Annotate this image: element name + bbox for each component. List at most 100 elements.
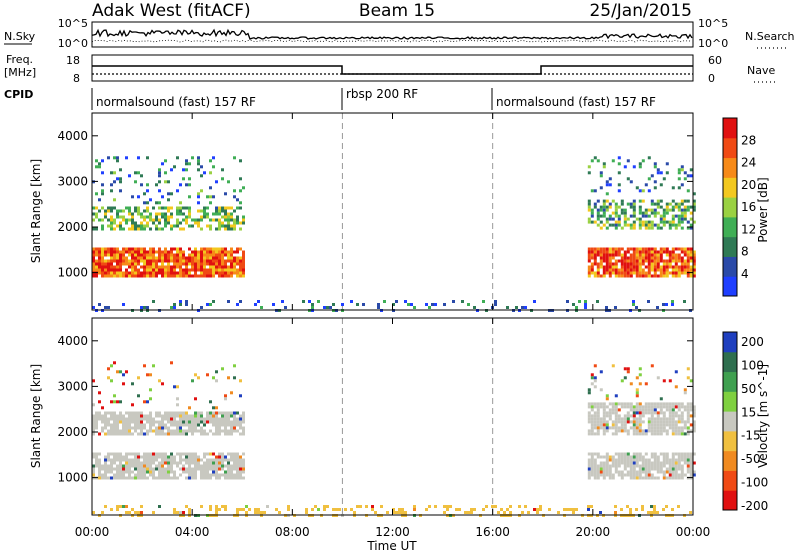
- data-cell: [188, 461, 191, 465]
- data-cell: [656, 306, 659, 309]
- data-cell: [590, 414, 594, 418]
- data-cell: [203, 262, 206, 266]
- data-cell: [146, 268, 149, 272]
- data-cell: [593, 432, 597, 436]
- data-cell: [125, 370, 128, 374]
- data-cell: [164, 265, 167, 269]
- data-cell: [119, 224, 122, 228]
- data-cell: [599, 174, 603, 178]
- data-cell: [587, 256, 591, 260]
- data-cell: [221, 221, 224, 225]
- data-cell: [659, 397, 663, 401]
- colorbar-frame: [722, 117, 738, 297]
- data-cell: [122, 274, 125, 278]
- data-cell: [314, 505, 317, 508]
- data-cell: [152, 467, 155, 471]
- data-cell: [635, 458, 639, 462]
- data-cell: [170, 464, 173, 468]
- data-cell: [113, 247, 116, 251]
- data-cell: [680, 256, 684, 260]
- data-cell: [161, 206, 164, 210]
- data-cell: [176, 414, 179, 418]
- data-cell: [98, 253, 101, 257]
- data-cell: [191, 458, 194, 462]
- data-cell: [131, 464, 134, 468]
- data-cell: [647, 300, 650, 303]
- data-cell: [605, 268, 609, 272]
- data-cell: [242, 476, 245, 480]
- data-cell: [137, 426, 140, 430]
- data-cell: [173, 473, 176, 477]
- data-cell: [617, 402, 621, 406]
- data-cell: [644, 183, 648, 187]
- data-cell: [653, 420, 657, 424]
- data-cell: [158, 455, 161, 459]
- data-cell: [587, 411, 591, 415]
- data-cell: [689, 402, 693, 406]
- data-cell: [461, 300, 464, 303]
- data-cell: [158, 452, 161, 456]
- data-cell: [113, 274, 116, 278]
- data-cell: [278, 511, 281, 514]
- data-cell: [641, 214, 645, 218]
- data-cell: [236, 274, 239, 278]
- data-cell: [116, 259, 119, 263]
- data-cell: [164, 247, 167, 251]
- data-cell: [143, 470, 146, 474]
- data-cell: [224, 414, 227, 418]
- data-cell: [593, 405, 597, 409]
- data-cell: [620, 423, 624, 427]
- data-cell: [113, 476, 116, 480]
- data-cell: [116, 470, 119, 474]
- data-cell: [623, 464, 627, 468]
- data-cell: [653, 208, 657, 212]
- data-cell: [599, 256, 603, 260]
- data-cell: [140, 473, 143, 477]
- data-cell: [593, 247, 597, 251]
- data-cell: [107, 417, 110, 421]
- data-cell: [590, 402, 594, 406]
- data-cell: [617, 217, 621, 221]
- data-cell: [587, 220, 591, 224]
- data-cell: [194, 256, 197, 260]
- data-cell: [92, 247, 95, 251]
- data-cell: [155, 259, 158, 263]
- data-cell: [155, 467, 158, 471]
- data-cell: [176, 432, 179, 436]
- data-cell: [647, 250, 651, 254]
- data-cell: [398, 511, 401, 514]
- data-cell: [137, 268, 140, 272]
- data-cell: [659, 247, 663, 251]
- data-cell: [242, 250, 245, 254]
- data-cell: [98, 198, 101, 202]
- data-cell: [638, 382, 642, 386]
- data-cell: [647, 247, 651, 251]
- data-cell: [620, 199, 624, 203]
- data-cell: [125, 274, 128, 278]
- data-cell: [185, 268, 188, 272]
- data-cell: [218, 432, 221, 436]
- data-cell: [182, 256, 185, 260]
- data-cell: [146, 262, 149, 266]
- data-cell: [605, 426, 609, 430]
- data-cell: [311, 303, 314, 306]
- data-cell: [134, 180, 137, 184]
- data-cell: [143, 458, 146, 462]
- data-cell: [107, 411, 110, 415]
- data-cell: [92, 467, 95, 471]
- data-cell: [137, 464, 140, 468]
- data-cell: [629, 470, 633, 474]
- data-cell: [104, 467, 107, 471]
- data-cell: [236, 470, 239, 474]
- data-cell: [161, 271, 164, 275]
- data-cell: [218, 218, 221, 222]
- data-cell: [170, 168, 173, 172]
- data-cell: [218, 417, 221, 421]
- data-cell: [128, 218, 131, 222]
- data-cell: [599, 265, 603, 269]
- data-cell: [677, 458, 681, 462]
- data-cell: [677, 452, 681, 456]
- data-cell: [311, 508, 314, 511]
- data-cell: [161, 212, 164, 216]
- data-cell: [611, 458, 615, 462]
